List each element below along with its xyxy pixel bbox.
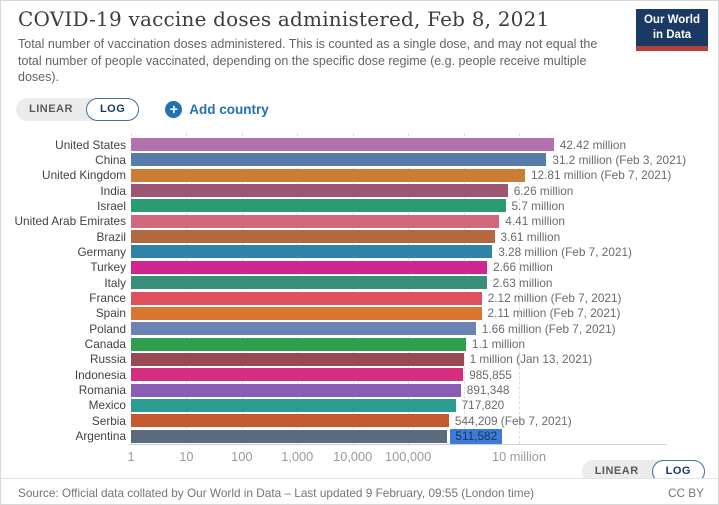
axis-tick-label: 1,000 xyxy=(281,449,314,464)
country-label[interactable]: India xyxy=(100,183,126,198)
owid-logo[interactable]: Our World in Data xyxy=(636,9,708,51)
bar[interactable] xyxy=(131,414,449,428)
gridline xyxy=(519,133,520,444)
value-label: 4.41 million xyxy=(505,214,565,229)
log-tab-top[interactable]: LOG xyxy=(85,98,140,121)
country-label[interactable]: Canada xyxy=(84,337,126,352)
license-label[interactable]: CC BY xyxy=(667,486,704,500)
linear-tab-bottom[interactable]: LINEAR xyxy=(594,465,639,477)
bar[interactable] xyxy=(131,214,500,228)
value-label: 544,209 (Feb 7, 2021) xyxy=(454,413,572,428)
owid-logo-line2: in Data xyxy=(652,28,692,41)
add-country-button[interactable]: + Add country xyxy=(165,101,269,118)
country-label[interactable]: United Arab Emirates xyxy=(14,214,126,229)
value-label: 5.7 million xyxy=(511,198,565,213)
source-note: Source: Official data collated by Our Wo… xyxy=(18,486,535,500)
value-label: 1.66 million (Feb 7, 2021) xyxy=(481,321,616,336)
country-label[interactable]: France xyxy=(89,291,126,305)
value-label: 31.2 million (Feb 3, 2021) xyxy=(552,152,687,167)
country-label[interactable]: Italy xyxy=(104,275,126,290)
bar[interactable] xyxy=(131,276,487,290)
axis-tick-label: 1 xyxy=(127,449,135,464)
country-label[interactable]: Argentina xyxy=(75,429,127,444)
country-label[interactable]: Mexico xyxy=(88,398,126,413)
value-label: 42.42 million xyxy=(559,137,627,152)
chart-subtitle: Total number of vaccination doses admini… xyxy=(18,37,598,84)
bar[interactable] xyxy=(131,291,482,305)
value-label: 1 million (Jan 13, 2021) xyxy=(469,352,593,367)
value-label: 12.81 million (Feb 7, 2021) xyxy=(531,168,672,183)
add-country-label: Add country xyxy=(189,102,269,117)
axis-tick-label: 10,000 xyxy=(333,449,373,464)
scale-toggle-top: LINEAR LOG xyxy=(16,98,140,121)
country-label[interactable]: Turkey xyxy=(90,260,126,275)
country-label[interactable]: Brazil xyxy=(96,229,127,244)
value-label-selected: 511,582 xyxy=(450,428,503,444)
country-label[interactable]: Poland xyxy=(89,321,126,336)
axis-tick-label: 100,000 xyxy=(385,449,432,464)
bar[interactable] xyxy=(131,245,493,259)
country-label[interactable]: Indonesia xyxy=(74,367,126,382)
value-label: 717,820 xyxy=(461,398,505,413)
bar-chart: United States 42.42 million China 31.2 mill… xyxy=(1,133,718,468)
bar[interactable] xyxy=(131,398,456,412)
value-label: 2.11 million (Feb 7, 2021) xyxy=(487,306,621,321)
country-label[interactable]: Russia xyxy=(89,352,126,367)
axis-tick-label: 10 xyxy=(179,449,194,464)
country-label[interactable]: United States xyxy=(55,137,126,152)
scale-toggle-bottom: LINEAR LOG xyxy=(581,460,705,483)
country-label[interactable]: Romania xyxy=(78,383,126,398)
value-label: 1.1 million xyxy=(471,337,525,352)
linear-tab-top[interactable]: LINEAR xyxy=(29,103,73,115)
country-label[interactable]: Israel xyxy=(97,198,126,213)
bar[interactable] xyxy=(131,153,547,167)
bar[interactable] xyxy=(131,429,448,443)
x-axis-line xyxy=(129,444,666,445)
bar[interactable] xyxy=(131,352,464,366)
value-label: 2.66 million xyxy=(493,260,553,275)
page-title: COVID-19 vaccine doses administered, Feb… xyxy=(18,7,550,31)
country-label[interactable]: United Kingdom xyxy=(42,168,126,183)
bar[interactable] xyxy=(131,168,525,182)
value-label: 2.12 million (Feb 7, 2021) xyxy=(487,291,622,305)
bar[interactable] xyxy=(131,337,466,351)
axis-tick-label: 10 million xyxy=(491,449,547,464)
bar[interactable] xyxy=(131,306,482,320)
bar[interactable] xyxy=(131,138,554,151)
bar[interactable] xyxy=(131,322,476,336)
plus-circle-icon: + xyxy=(165,101,183,118)
value-label: 891,348 xyxy=(466,383,510,398)
value-label: 6.26 million xyxy=(513,183,574,198)
chart-controls: LINEAR LOG + Add country xyxy=(16,98,269,121)
value-label: 2.63 million xyxy=(492,275,553,290)
value-label: 3.61 million xyxy=(500,229,561,244)
chart-footer: Source: Official data collated by Our Wo… xyxy=(1,478,718,504)
bar[interactable] xyxy=(131,184,508,198)
country-label[interactable]: Serbia xyxy=(91,413,126,428)
bar[interactable] xyxy=(131,230,495,244)
value-label: 3.28 million (Feb 7, 2021) xyxy=(498,244,632,259)
country-label[interactable]: Germany xyxy=(77,244,126,259)
owid-logo-line1: Our World xyxy=(643,14,700,26)
bar[interactable] xyxy=(131,199,506,213)
axis-tick-label: 100 xyxy=(231,449,253,464)
country-label[interactable]: China xyxy=(95,152,126,167)
bar[interactable] xyxy=(131,260,488,274)
value-label: 985,855 xyxy=(469,367,512,382)
bar[interactable] xyxy=(131,383,461,397)
bar[interactable] xyxy=(131,368,464,382)
country-label[interactable]: Spain xyxy=(95,306,126,321)
